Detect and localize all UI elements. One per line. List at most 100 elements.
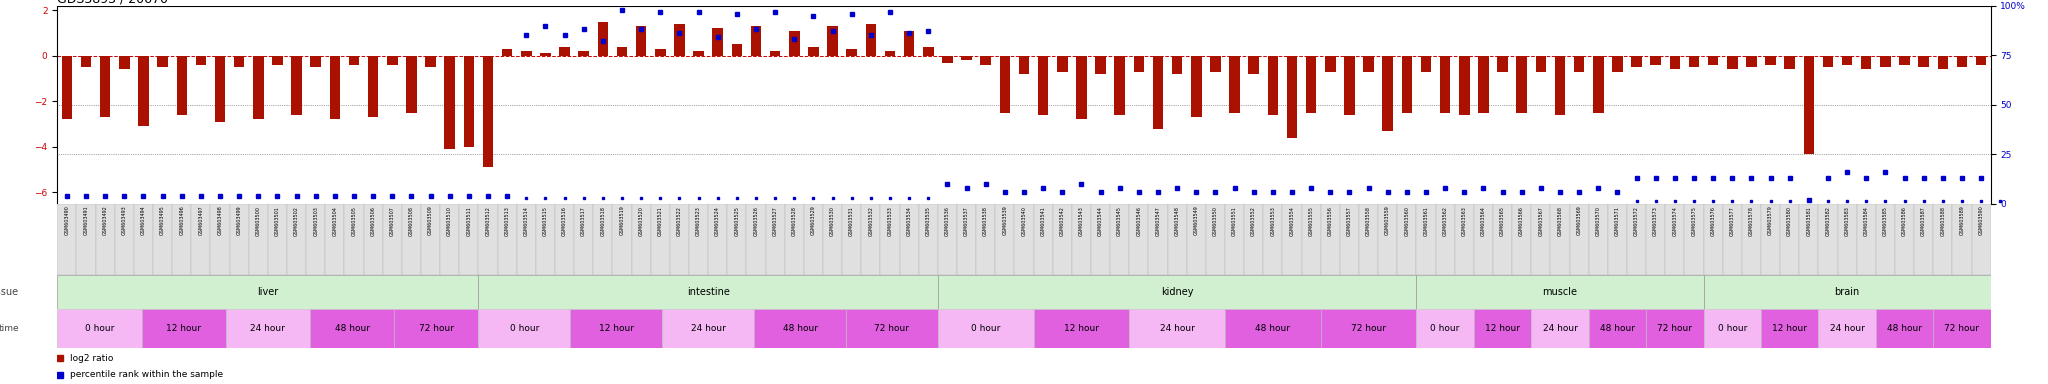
- Bar: [1206, 204, 1225, 275]
- Bar: [1307, 56, 1317, 113]
- Text: GSM603548: GSM603548: [1176, 206, 1180, 235]
- Text: 72 hour: 72 hour: [1657, 324, 1692, 333]
- Bar: [1876, 204, 1894, 275]
- Bar: [1761, 309, 1819, 348]
- Bar: [154, 204, 172, 275]
- Bar: [1018, 56, 1030, 74]
- Bar: [1339, 204, 1360, 275]
- Bar: [1321, 204, 1339, 275]
- Bar: [1210, 56, 1221, 72]
- Bar: [57, 275, 479, 309]
- Bar: [594, 204, 612, 275]
- Text: GSM603557: GSM603557: [1348, 206, 1352, 235]
- Text: GSM603514: GSM603514: [524, 206, 528, 235]
- Text: GSM603513: GSM603513: [504, 206, 510, 235]
- Bar: [745, 204, 766, 275]
- Text: GSM603493: GSM603493: [121, 206, 127, 235]
- Bar: [406, 56, 416, 113]
- Text: GSM603522: GSM603522: [678, 206, 682, 235]
- Text: 0 hour: 0 hour: [1718, 324, 1747, 333]
- Bar: [483, 56, 494, 167]
- Bar: [903, 31, 913, 56]
- Bar: [1569, 204, 1589, 275]
- Text: 48 hour: 48 hour: [1255, 324, 1290, 333]
- Text: GSM603564: GSM603564: [1481, 206, 1487, 235]
- Text: GSM603517: GSM603517: [582, 206, 586, 235]
- Text: log2 ratio: log2 ratio: [70, 354, 113, 363]
- Text: 12 hour: 12 hour: [1485, 324, 1520, 333]
- Bar: [520, 51, 532, 56]
- Bar: [307, 204, 326, 275]
- Bar: [365, 204, 383, 275]
- Text: 48 hour: 48 hour: [334, 324, 369, 333]
- Bar: [670, 204, 688, 275]
- Bar: [1153, 56, 1163, 129]
- Bar: [1128, 204, 1149, 275]
- Bar: [1665, 204, 1683, 275]
- Text: 48 hour: 48 hour: [1599, 324, 1634, 333]
- Bar: [211, 204, 229, 275]
- Bar: [559, 47, 569, 56]
- Text: GSM603561: GSM603561: [1423, 206, 1427, 235]
- Bar: [788, 31, 799, 56]
- Bar: [809, 47, 819, 56]
- Bar: [1286, 56, 1296, 137]
- Bar: [1225, 309, 1321, 348]
- Bar: [422, 204, 440, 275]
- Text: GSM603569: GSM603569: [1577, 206, 1581, 235]
- Text: GSM603553: GSM603553: [1270, 206, 1276, 235]
- Bar: [1532, 309, 1589, 348]
- Bar: [1956, 56, 1968, 67]
- Text: GSM603589: GSM603589: [1960, 206, 1964, 235]
- Bar: [1747, 56, 1757, 67]
- Bar: [1780, 204, 1800, 275]
- Text: GSM603539: GSM603539: [1001, 206, 1008, 235]
- Text: GSM603500: GSM603500: [256, 206, 260, 235]
- Bar: [1167, 204, 1186, 275]
- Bar: [1532, 204, 1550, 275]
- Bar: [766, 204, 784, 275]
- Bar: [1589, 309, 1647, 348]
- Bar: [1862, 56, 1872, 70]
- Bar: [1690, 56, 1700, 67]
- Text: 12 hour: 12 hour: [598, 324, 633, 333]
- Text: 24 hour: 24 hour: [690, 324, 725, 333]
- Text: intestine: intestine: [686, 287, 729, 297]
- Bar: [479, 309, 569, 348]
- Text: GSM603550: GSM603550: [1212, 206, 1219, 235]
- Bar: [662, 309, 754, 348]
- Bar: [754, 309, 846, 348]
- Bar: [1800, 204, 1819, 275]
- Bar: [846, 309, 938, 348]
- Bar: [1761, 204, 1780, 275]
- Text: 0 hour: 0 hour: [84, 324, 115, 333]
- Text: GSM603560: GSM603560: [1405, 206, 1409, 235]
- Bar: [731, 45, 741, 56]
- Bar: [1976, 56, 1987, 65]
- Bar: [1110, 204, 1128, 275]
- Bar: [1360, 204, 1378, 275]
- Bar: [96, 204, 115, 275]
- Text: 12 hour: 12 hour: [1772, 324, 1806, 333]
- Text: GSM603531: GSM603531: [850, 206, 854, 235]
- Bar: [215, 56, 225, 122]
- Bar: [76, 204, 96, 275]
- Text: GSM603534: GSM603534: [907, 206, 911, 235]
- Text: brain: brain: [1835, 287, 1860, 297]
- Text: 0 hour: 0 hour: [1430, 324, 1460, 333]
- Bar: [440, 204, 459, 275]
- Bar: [100, 56, 111, 117]
- Bar: [287, 204, 307, 275]
- Text: GSM603582: GSM603582: [1825, 206, 1831, 235]
- Bar: [1819, 204, 1837, 275]
- Bar: [141, 309, 225, 348]
- Bar: [1898, 56, 1911, 65]
- Text: GSM603571: GSM603571: [1616, 206, 1620, 235]
- Bar: [1819, 309, 1876, 348]
- Bar: [784, 204, 805, 275]
- Bar: [881, 204, 899, 275]
- Bar: [272, 56, 283, 65]
- Text: GDS3893 / 20670: GDS3893 / 20670: [57, 0, 168, 6]
- Bar: [498, 204, 516, 275]
- Bar: [344, 204, 365, 275]
